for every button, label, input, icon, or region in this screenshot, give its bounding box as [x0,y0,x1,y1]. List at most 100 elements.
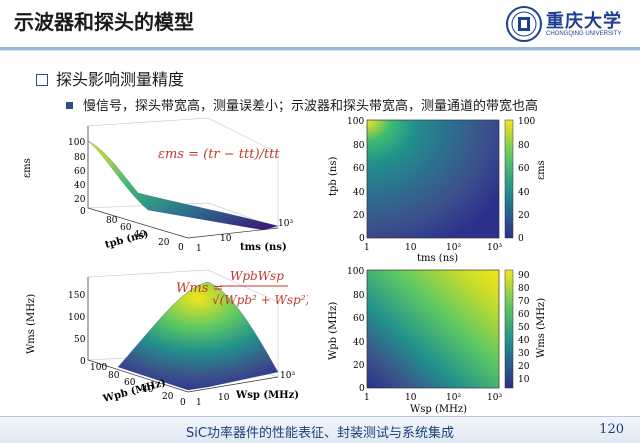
y-tick: 40 [353,338,365,348]
colorbar-tick: 90 [518,271,530,281]
x-axis-label: Wsp (MHz) [410,404,467,414]
x-tick: 20 [162,392,174,402]
colorbar-label: εms [536,160,547,180]
z-tick: 100 [68,138,85,148]
logo-text: 重庆大学 [546,11,622,32]
y-tick: 80 [353,291,365,301]
y-tick: 10 [218,393,230,403]
colorbar-tick: 60 [518,310,530,320]
y-tick: 0 [359,234,365,244]
page-number: 120 [599,422,624,437]
formula-denominator: √(Wpb² + Wsp²) [212,293,308,307]
y-axis-line [187,227,279,239]
y-axis-label: Wsp (MHz) [235,390,299,401]
bullet-level2-text: 慢信号，探头带宽高，测量误差小；示波器和探头带宽高，测量通道的带宽也高 [83,99,539,114]
y-tick: 10³ [278,219,293,229]
y-tick: 0 [359,384,365,394]
colorbar-tick: 50 [518,323,530,333]
x-tick: 100 [90,363,107,373]
y-tick: 10 [220,234,232,244]
y-tick: 40 [353,188,365,198]
y-tick: 80 [353,141,365,151]
colorbar-tick: 40 [518,336,530,346]
colorbar-tick: 0 [518,234,524,244]
colorbar-tick: 40 [518,188,530,198]
z-axis-label: εms [22,158,33,178]
colorbar [504,269,514,389]
z-tick: 0 [80,207,86,217]
formula-numerator: WpbWsp [230,269,284,283]
x-tick: 1 [364,393,370,403]
y-axis-line [187,376,279,393]
square-bullet-icon [66,102,73,109]
x-tick: 40 [134,230,146,240]
y-tick: 20 [353,361,365,371]
z-tick: 40 [74,181,86,191]
title-divider [0,47,640,50]
z-tick: 20 [74,195,86,205]
colorbar-tick: 10 [518,375,530,385]
title-divider-light [0,50,640,51]
chart-heatmap-error: 100 80 60 40 20 0 tpb (ns) 1 10 10² 10³ … [328,117,547,263]
x-tick: 10 [405,243,417,253]
colorbar-tick: 70 [518,297,530,307]
x-tick: 0 [178,243,184,253]
footer-text: SiC功率器件的性能表征、封装测试与系统集成 [186,426,454,441]
page-title: 示波器和探头的模型 [14,10,194,34]
surface-mesh [87,140,279,231]
z-tick: 80 [74,153,86,163]
x-axis-line [87,207,189,239]
colorbar-tick: 30 [518,349,530,359]
x-tick: 10³ [487,243,502,253]
formula: εms = (tr − ttt)/ttt [158,147,280,162]
z-tick: 50 [74,335,86,345]
x-tick: 80 [106,216,118,226]
z-tick: 0 [80,357,86,367]
formula-lhs: Wms = [176,281,223,296]
x-tick: 80 [108,371,120,381]
colorbar-tick: 80 [518,141,530,151]
heatmap-plot-area [366,119,500,239]
z-tick: 150 [68,291,85,301]
colorbar-label: Wms (MHz) [536,298,547,358]
heatmap-plot-area [366,269,500,389]
x-tick: 40 [142,385,154,395]
chart-heatmap-bandwidth: 100 80 60 40 20 0 Wpb (MHz) 1 10 10² 10³… [328,267,547,414]
logo-subtitle: CHONGQING UNIVERSITY [546,31,622,37]
y-axis-label: tpb (ns) [328,157,339,196]
y-tick: 1 [196,398,202,408]
bullet-level2: 慢信号，探头带宽高，测量误差小；示波器和探头带宽高，测量通道的带宽也高 [66,95,538,114]
x-tick: 20 [158,238,170,248]
y-tick: 100 [347,117,364,127]
x-tick: 60 [124,378,136,388]
x-tick: 60 [120,223,132,233]
chart-surface-bandwidth: 150 100 50 0 Wms (MHz) 100 80 60 40 20 0… [26,269,308,408]
colorbar [504,119,514,239]
x-tick: 10³ [487,393,502,403]
x-axis-label: tms (ns) [417,253,458,263]
z-axis-label: Wms (MHz) [26,294,37,354]
colorbar-tick: 20 [518,362,530,372]
colorbar-tick: 60 [518,164,530,174]
x-axis-line [87,359,189,393]
x-tick: 1 [364,243,370,253]
bullet-level1: 探头影响测量精度 [36,66,184,90]
z-tick: 100 [68,313,85,323]
y-tick: 20 [353,211,365,221]
colorbar-tick: 20 [518,211,530,221]
z-tick: 60 [74,167,86,177]
bullet-level1-text: 探头影响测量精度 [56,70,185,89]
checkbox-bullet-icon [36,74,48,86]
university-logo [506,6,542,42]
y-tick: 60 [353,314,365,324]
x-tick: 0 [180,398,186,408]
y-tick: 100 [347,267,364,277]
y-axis-label: tms (ns) [240,242,287,253]
x-tick: 10² [446,243,461,253]
colorbar-tick: 100 [518,117,535,127]
x-tick: 10² [446,393,461,403]
footer-bar: SiC功率器件的性能表征、封装测试与系统集成 120 [0,416,640,443]
y-tick: 60 [353,164,365,174]
x-tick: 10 [405,393,417,403]
chart-surface-error: 100 80 60 40 20 0 εms 80 60 40 20 0 tpb … [22,117,293,254]
